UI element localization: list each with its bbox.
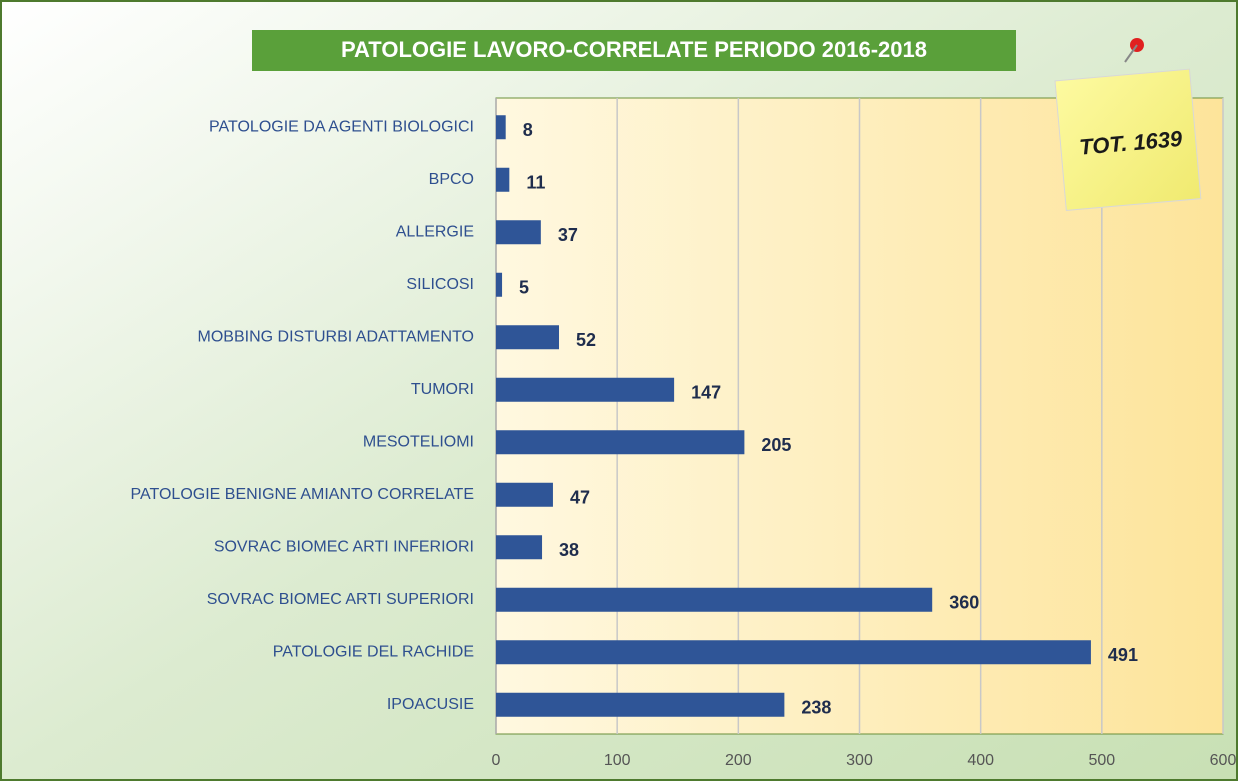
y-tick-label: SOVRAC BIOMEC ARTI SUPERIORI: [207, 591, 474, 608]
bar: [496, 167, 510, 192]
x-tick-label: 200: [725, 752, 752, 769]
y-tick-label: TUMORI: [411, 381, 474, 398]
data-label: 37: [558, 225, 578, 245]
bar: [496, 272, 503, 297]
y-tick-label: PATOLOGIE DEL RACHIDE: [273, 643, 474, 660]
y-tick-label: PATOLOGIE BENIGNE AMIANTO CORRELATE: [131, 486, 474, 503]
bar: [496, 377, 675, 402]
bar: [496, 430, 745, 455]
note-paper: [1054, 68, 1202, 211]
x-tick-label: 600: [1210, 752, 1237, 769]
chart-title: PATOLOGIE LAVORO-CORRELATE PERIODO 2016-…: [341, 37, 927, 62]
y-tick-label: MOBBING DISTURBI ADATTAMENTO: [198, 328, 474, 345]
bar: [496, 482, 553, 507]
sticky-note: TOT. 1639: [1054, 68, 1202, 211]
x-tick-label: 0: [492, 752, 501, 769]
data-label: 11: [526, 173, 545, 193]
y-tick-label: ALLERGIE: [396, 223, 474, 240]
data-label: 360: [949, 593, 979, 613]
pin-needle: [1124, 44, 1138, 63]
data-label: 491: [1108, 645, 1138, 665]
data-label: 8: [523, 120, 533, 140]
y-tick-label: PATOLOGIE DA AGENTI BIOLOGICI: [209, 118, 474, 135]
y-tick-label: SOVRAC BIOMEC ARTI INFERIORI: [214, 538, 474, 555]
y-tick-label: MESOTELIOMI: [363, 433, 474, 450]
bar: [496, 220, 541, 245]
data-label: 47: [570, 488, 590, 508]
y-tick-label: BPCO: [429, 171, 474, 188]
bar: [496, 640, 1091, 665]
bar: [496, 115, 506, 140]
data-label: 238: [801, 698, 831, 718]
x-tick-label: 400: [967, 752, 994, 769]
title-box: [252, 30, 1016, 71]
bar: [496, 325, 560, 350]
data-label: 52: [576, 330, 596, 350]
data-label: 38: [559, 540, 579, 560]
bar: [496, 535, 543, 560]
bar: [496, 587, 933, 612]
data-label: 147: [691, 383, 721, 403]
data-label: 205: [761, 435, 791, 455]
x-tick-label: 100: [604, 752, 631, 769]
x-tick-label: 500: [1088, 752, 1115, 769]
bar: [496, 692, 785, 717]
data-label: 5: [519, 278, 529, 298]
x-tick-label: 300: [846, 752, 873, 769]
y-tick-label: IPOACUSIE: [387, 696, 474, 713]
y-tick-label: SILICOSI: [406, 276, 474, 293]
